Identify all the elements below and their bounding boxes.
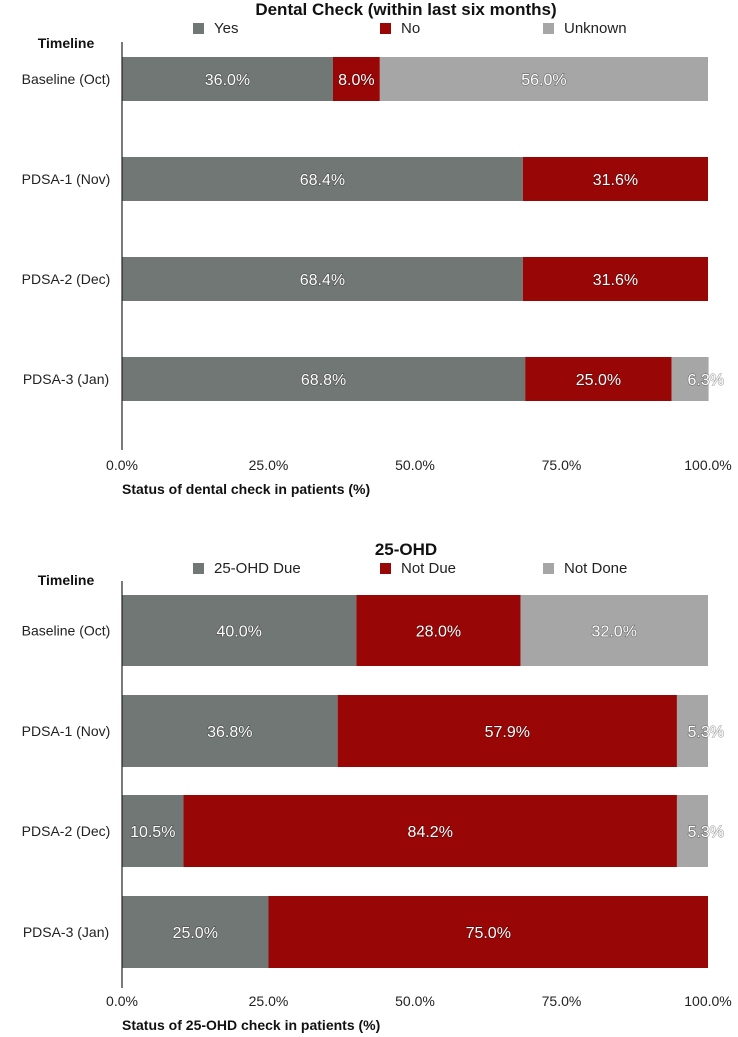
bar-segment-2-2-3 [676,695,708,767]
bar-segment-1-4-3 [671,357,709,401]
x-tick-label-2-4: 75.0% [542,993,582,1009]
bar-value-label-1-2-1: 68.4% [300,172,345,189]
legend-swatch-1-1 [193,23,204,34]
bar-segment-2-2-1 [122,695,338,767]
bar-value-label-2-2-3: 5.3% [688,724,724,741]
category-label-2-4: PDSA-3 (Jan) [23,924,109,940]
legend-swatch-2-3 [543,563,554,574]
x-tick-label-2-2: 25.0% [249,993,289,1009]
x-tick-label-1-2: 25.0% [249,457,289,473]
bar-value-label-2-3-2: 84.2% [408,824,453,841]
bar-value-label-2-1-3: 32.0% [592,624,637,641]
category-label-1-4: PDSA-3 (Jan) [23,371,109,387]
legend-swatch-1-2 [380,23,391,34]
x-tick-label-1-1: 0.0% [106,457,138,473]
bar-value-label-1-1-1: 36.0% [205,72,250,89]
bar-value-label-1-4-2: 25.0% [576,372,621,389]
x-tick-label-1-5: 100.0% [684,457,731,473]
x-tick-label-1-3: 50.0% [395,457,435,473]
bar-value-label-2-1-1: 40.0% [217,624,262,641]
category-label-2-1: Baseline (Oct) [22,623,111,639]
bar-segment-1-3-2 [522,257,708,301]
bar-segment-2-4-1 [122,896,269,968]
category-label-2-3: PDSA-2 (Dec) [22,823,111,839]
bar-value-label-2-2-2: 57.9% [485,724,530,741]
bar-segment-1-4-1 [122,357,526,401]
bar-value-label-2-3-1: 10.5% [130,824,175,841]
bar-value-label-1-4-3: 6.3% [688,372,724,389]
bar-segment-1-3-1 [122,257,523,301]
legend-swatch-2-1 [193,563,204,574]
bar-value-label-1-2-2: 31.6% [593,172,638,189]
legend-label-2-3: Not Done [564,560,627,577]
bar-segment-1-1-2 [332,57,380,101]
bar-segment-2-3-3 [676,795,708,867]
legend-label-2-2: Not Due [401,560,456,577]
bar-segment-2-1-1 [122,595,357,666]
bar-segment-1-1-1 [122,57,333,101]
bar-value-label-2-4-1: 25.0% [173,925,218,942]
bar-segment-1-4-2 [525,357,672,401]
category-label-1-2: PDSA-1 (Nov) [22,171,111,187]
bar-value-label-1-3-2: 31.6% [593,272,638,289]
chart-1-title: Dental Check (within last six months) [255,0,556,19]
legend-label-1-2: No [401,20,420,37]
bar-value-label-2-3-3: 5.3% [688,824,724,841]
category-label-1-3: PDSA-2 (Dec) [22,271,111,287]
bar-segment-2-3-2 [183,795,677,867]
legend-swatch-1-3 [543,23,554,34]
category-label-1-1: Baseline (Oct) [22,71,111,87]
bar-value-label-1-4-1: 68.8% [301,372,346,389]
chart-2: 25-OHD Timeline Status of 25-OHD check i… [22,540,732,1033]
chart-1: Dental Check (within last six months) Ti… [22,0,732,497]
bar-value-label-2-4-2: 75.0% [466,925,511,942]
legend-label-1-1: Yes [214,20,238,37]
bar-segment-2-2-2 [337,695,677,767]
bar-value-label-1-1-3: 56.0% [521,72,566,89]
bar-segment-2-3-1 [122,795,184,867]
x-tick-label-2-5: 100.0% [684,993,731,1009]
chart-2-timeline-title: Timeline [38,572,95,588]
bar-value-label-1-3-1: 68.4% [300,272,345,289]
bar-segment-1-2-1 [122,157,523,201]
bar-value-label-1-1-2: 8.0% [338,72,374,89]
chart-2-x-axis-label: Status of 25-OHD check in patients (%) [122,1017,380,1033]
bar-segment-1-1-3 [379,57,708,101]
chart-1-x-axis-label: Status of dental check in patients (%) [122,481,370,497]
bar-value-label-2-2-1: 36.8% [207,724,252,741]
bar-value-label-2-1-2: 28.0% [416,624,461,641]
category-label-2-2: PDSA-1 (Nov) [22,723,111,739]
legend-label-1-3: Unknown [564,20,627,37]
bar-segment-2-1-3 [520,595,708,666]
bar-segment-2-1-2 [356,595,521,666]
x-tick-label-2-3: 50.0% [395,993,435,1009]
x-tick-label-1-4: 75.0% [542,457,582,473]
x-tick-label-2-1: 0.0% [106,993,138,1009]
chart-2-title: 25-OHD [375,540,437,559]
legend-swatch-2-2 [380,563,391,574]
bar-segment-2-4-2 [268,896,708,968]
chart-1-timeline-title: Timeline [38,35,95,51]
legend-label-2-1: 25-OHD Due [214,560,301,577]
bar-segment-1-2-2 [522,157,708,201]
